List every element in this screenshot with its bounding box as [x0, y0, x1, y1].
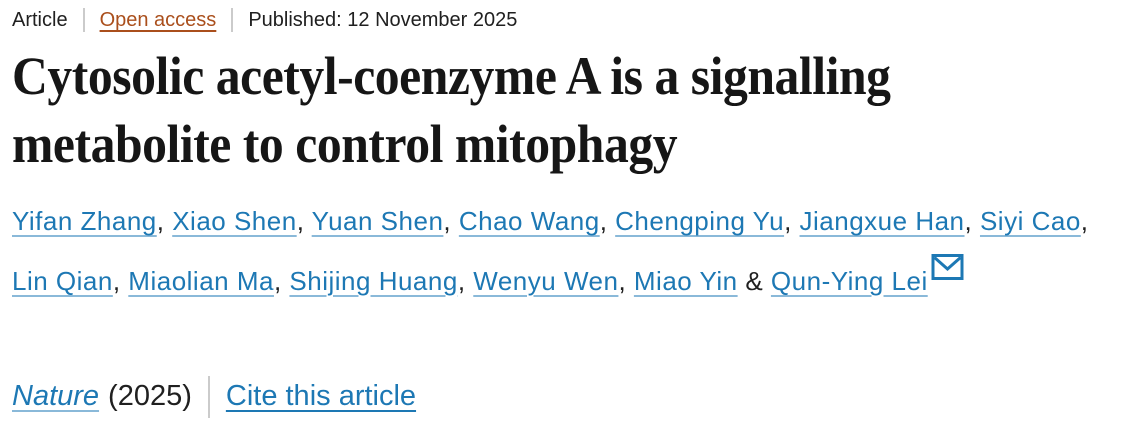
article-meta-row: Article Open access Published: 12 Novemb…	[12, 6, 1139, 34]
author-link[interactable]: Shijing Huang	[289, 265, 458, 296]
author-link[interactable]: Xiao Shen	[172, 206, 297, 237]
author-separator: ,	[156, 206, 173, 237]
separator-line	[231, 8, 234, 32]
author-link[interactable]: Siyi Cao	[979, 206, 1081, 237]
author-link[interactable]: Wenyu Wen	[473, 265, 619, 296]
open-access-link[interactable]: Open access	[99, 9, 217, 31]
author-separator: ,	[618, 265, 634, 296]
author-link[interactable]: Lin Qian	[12, 265, 113, 296]
separator-line	[207, 375, 210, 418]
published-date: Published: 12 November 2025	[248, 9, 518, 31]
author-link[interactable]: Miaolian Ma	[128, 265, 274, 296]
author-separator: ,	[964, 206, 980, 237]
author-link[interactable]: Miao Yin	[633, 265, 738, 296]
author-list: Yifan Zhang, Xiao Shen, Yuan Shen, Chao …	[12, 192, 1107, 312]
author-link[interactable]: Yuan Shen	[311, 206, 444, 237]
author-link-corresponding[interactable]: Qun-Ying Lei	[770, 265, 928, 296]
journal-name-link[interactable]: Nature	[12, 380, 100, 413]
journal-year: (2025)	[108, 380, 192, 413]
author-separator: ,	[1080, 206, 1089, 237]
cite-article-link[interactable]: Cite this article	[225, 380, 417, 413]
author-separator: ,	[784, 206, 800, 237]
article-title: Cytosolic acetyl-coenzyme A is a signall…	[12, 46, 891, 175]
author-link[interactable]: Chengping Yu	[615, 206, 785, 237]
author-separator: ,	[457, 265, 474, 296]
separator-line	[82, 8, 85, 32]
author-separator: ,	[273, 265, 290, 296]
author-link[interactable]: Chao Wang	[458, 206, 600, 237]
author-separator: ,	[599, 206, 616, 237]
author-separator: &	[737, 265, 771, 296]
author-separator: ,	[296, 206, 312, 237]
article-type-label: Article	[12, 9, 68, 31]
author-separator: ,	[112, 265, 129, 296]
envelope-icon	[931, 253, 964, 280]
author-link[interactable]: Jiangxue Han	[799, 206, 965, 237]
email-corresponding-author-link[interactable]	[931, 253, 964, 296]
author-link[interactable]: Yifan Zhang	[12, 206, 157, 237]
author-separator: ,	[443, 206, 459, 237]
journal-row: Nature (2025) Cite this article	[12, 374, 1139, 420]
